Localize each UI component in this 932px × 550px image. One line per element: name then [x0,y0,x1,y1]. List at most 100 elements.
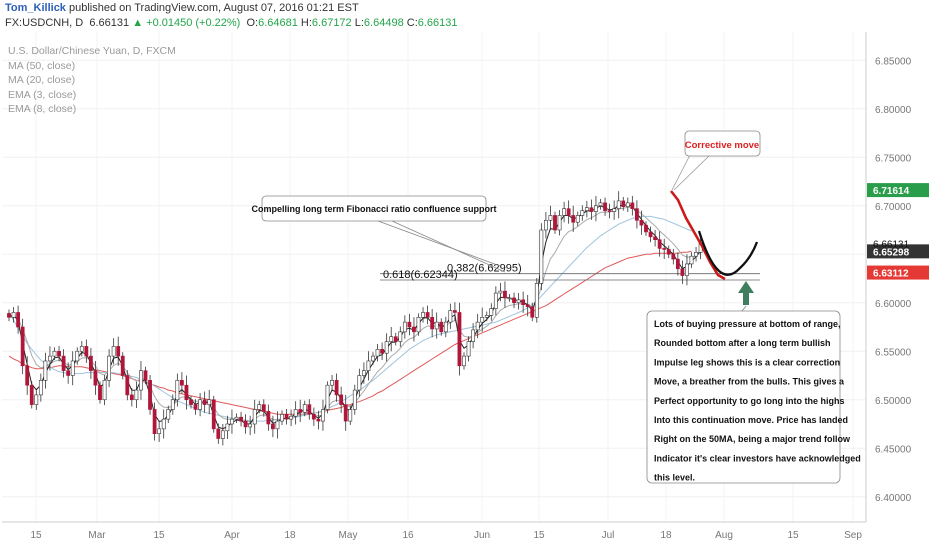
candle-body [225,423,230,432]
candle-body [357,375,362,391]
published-text: published on TradingView.com, August 07,… [69,2,359,14]
candle-body [548,215,553,221]
symbol-label[interactable]: FX:USDCNH, D [5,17,84,29]
candle-body [193,404,198,410]
corrective-move-line [669,190,726,281]
candle-body [625,202,630,208]
candle-body [507,297,512,300]
callout-pointer [671,154,691,191]
candle-body [389,336,394,342]
author-link[interactable]: Tom_Killick [5,2,66,14]
candle-body [607,210,612,212]
candle-body [107,355,112,381]
candle-body [79,346,84,352]
candle-body [61,355,66,371]
candle-body [366,360,371,371]
legend-ma20[interactable]: MA (20, close) [8,74,76,87]
candle-body [434,321,439,330]
candle-body [352,389,357,410]
candle-body [29,384,34,405]
time-tick-label: 18 [660,530,672,541]
candle-body [430,316,435,330]
candle-body [562,208,567,216]
candle-body [89,355,93,371]
candle-body [75,350,80,362]
candle-body [689,255,694,265]
price-axis[interactable]: 6.850006.800006.750006.700006.650006.600… [867,56,929,504]
candle-body [243,420,248,428]
candle-body [493,292,498,309]
rounded-bottom-curve [697,230,759,276]
time-tick-label: 15 [153,530,165,541]
candle-body [302,404,307,413]
candle-body [543,220,548,231]
candle-body [557,215,562,231]
legend-ma50[interactable]: MA (50, close) [8,59,76,72]
candle-body [48,355,52,362]
analysis-line: this level. [654,473,695,483]
drawings: Corrective move Compelling long term Fibo… [251,130,861,484]
candle-body [343,404,348,422]
candle-body [307,404,312,415]
ma50-line [8,250,692,415]
open-value: 6.64681 [258,17,298,29]
candle-body [25,365,30,386]
price-tick-label: 6.70000 [875,202,912,213]
analysis-line: Perfect opportunity to go long into the … [654,396,844,406]
time-tick-label: 15 [787,530,799,541]
price-tick-label: 6.45000 [875,444,912,455]
candle-body [480,316,485,323]
candles [7,191,703,446]
time-axis[interactable]: 15 Mar 15 Apr 18 May 16 Jun 15 Jul 18 Aug 15 Sep [30,530,862,541]
close-value: 6.66131 [417,17,458,29]
price-tick-label: 6.40000 [875,493,912,504]
candle-body [293,409,298,417]
candle-body [234,416,239,420]
candle-body [316,418,321,422]
time-tick-label: 18 [284,530,296,541]
candle-body [630,202,635,209]
candle-body [666,249,671,255]
callout-pointer [391,220,506,273]
time-tick-label: May [339,530,358,541]
time-tick-label: Sep [844,530,862,541]
price-badge [867,265,929,280]
candle-body [393,336,398,342]
candle-body [38,380,43,396]
candle-body [612,208,617,212]
candle-body [334,380,339,396]
candle-body [289,415,294,420]
candle-body [148,380,152,410]
candle-body [311,413,316,420]
legend-ema3[interactable]: EMA (3, close) [8,88,77,101]
ma20-line [8,215,692,422]
candle-body [375,349,380,357]
candle-body [516,299,521,304]
candle-body [111,346,116,357]
candle-body [20,326,25,367]
candle-body [84,346,89,357]
candle-body [539,229,544,284]
candle-body [280,413,284,422]
price-badge [867,183,929,198]
candle-body [457,312,462,367]
fib-levels: 0.382(6.62995)0.618(6.62344) [380,263,760,281]
candle-body [257,404,262,410]
candle-body [452,310,457,313]
legend-ema8[interactable]: EMA (8, close) [8,103,77,116]
price-badge [867,244,929,259]
open-label: O: [246,17,259,29]
candle-body [575,215,580,223]
candle-body [384,341,389,354]
analysis-callout [646,310,841,484]
fib-callout-text: Compelling long term Fibonacci ratio con… [251,204,496,214]
candle-body [616,200,621,209]
price-tick-label: 6.50000 [875,396,912,407]
candle-body [398,331,403,342]
analysis-line: Rounded bottom after a long term bullish [654,338,831,348]
candle-body [416,316,421,333]
indicator-legend: U.S. Dollar/Chinese Yuan, D, FXCM MA (50… [8,44,176,117]
candle-body [175,380,180,401]
time-tick-label: Jul [602,530,615,541]
